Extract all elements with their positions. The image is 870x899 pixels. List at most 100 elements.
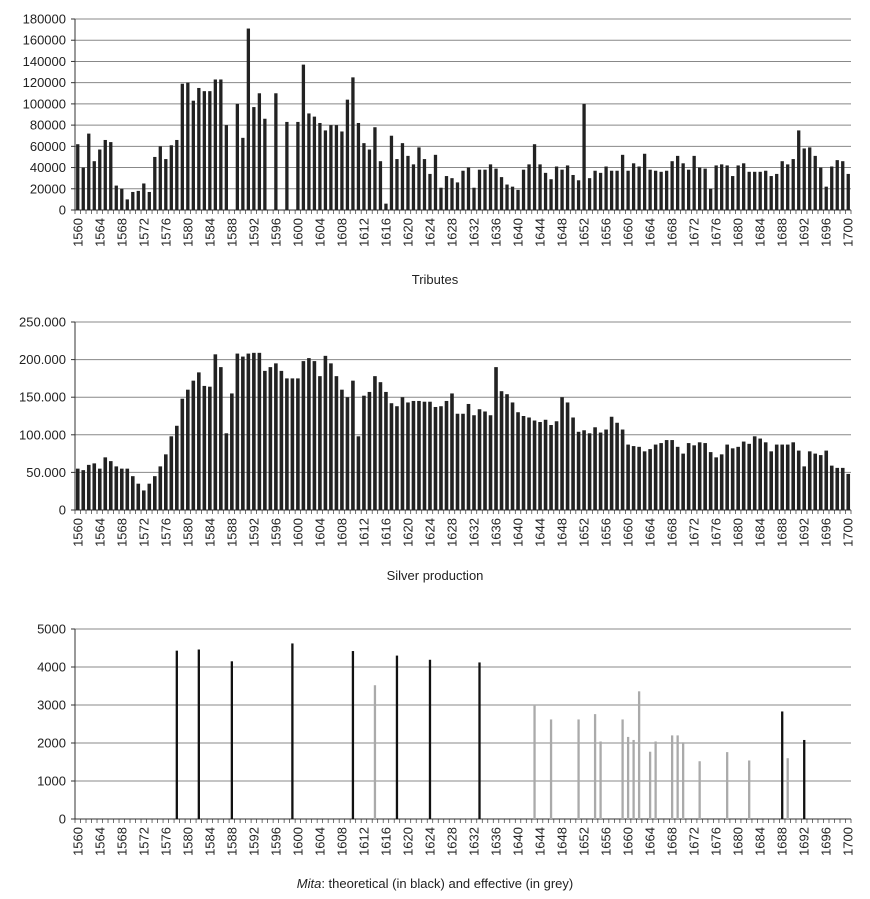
bar: [98, 149, 102, 210]
y-tick-label: 120000: [23, 75, 66, 90]
y-tick-label: 4000: [37, 660, 66, 675]
bar: [681, 163, 685, 210]
bar: [180, 83, 184, 210]
x-tick-label: 1608: [334, 218, 349, 247]
bar: [285, 121, 289, 210]
bar: [642, 153, 647, 210]
bar: [615, 170, 619, 210]
bar: [835, 467, 840, 510]
x-tick-label: 1612: [356, 518, 371, 547]
bar: [109, 142, 113, 210]
x-tick-label: 1628: [444, 827, 459, 856]
bar: [406, 155, 410, 210]
bar: [576, 431, 581, 510]
bar: [362, 395, 366, 510]
tributes-title: Tributes: [411, 272, 459, 287]
bar: [307, 113, 311, 210]
effective-bar: [654, 741, 657, 819]
bar: [477, 169, 482, 210]
effective-bar: [676, 735, 679, 819]
bar: [224, 125, 228, 210]
y-tick-label: 200.000: [19, 352, 66, 367]
x-tick-label: 1600: [290, 827, 305, 856]
bar: [598, 172, 603, 210]
x-tick-label: 1664: [643, 218, 658, 247]
bar: [274, 93, 278, 210]
bar: [323, 130, 328, 210]
x-tick-label: 1600: [290, 518, 305, 547]
bar: [736, 165, 740, 210]
bar: [653, 444, 658, 510]
bar: [213, 354, 218, 510]
effective-bar: [748, 760, 751, 819]
bar: [615, 422, 619, 510]
x-tick-label: 1660: [621, 827, 636, 856]
y-tick-label: 100000: [23, 96, 66, 111]
bar: [175, 139, 179, 210]
x-tick-label: 1560: [70, 218, 85, 247]
bar: [433, 154, 438, 210]
bar: [433, 406, 438, 510]
bar: [246, 28, 251, 210]
bar: [147, 191, 151, 210]
y-tick-label: 140000: [23, 54, 66, 69]
bar: [202, 385, 207, 510]
bar: [587, 433, 592, 510]
bar: [257, 93, 262, 210]
y-tick-label: 1000: [37, 774, 66, 789]
bar: [136, 190, 140, 210]
bar: [411, 164, 416, 210]
x-tick-label: 1644: [533, 827, 548, 856]
bar: [92, 161, 96, 210]
x-tick-label: 1596: [268, 827, 283, 856]
bar: [565, 165, 570, 210]
bar: [97, 468, 102, 510]
x-tick-label: 1672: [687, 218, 702, 247]
bar: [197, 87, 201, 210]
x-tick-label: 1664: [643, 827, 658, 856]
bar: [731, 176, 735, 210]
y-tick-label: 40000: [30, 160, 66, 175]
bar: [510, 402, 515, 510]
bar: [340, 389, 344, 510]
bar: [373, 376, 377, 510]
theoretical-bar: [478, 662, 481, 819]
effective-bar: [599, 741, 602, 819]
x-tick-label: 1572: [136, 518, 151, 547]
bar: [725, 444, 729, 510]
bar: [75, 468, 80, 510]
x-tick-label: 1608: [334, 518, 349, 547]
theoretical-bar: [230, 661, 234, 819]
bar: [714, 165, 718, 210]
x-tick-label: 1620: [400, 827, 415, 856]
tributes-chart: 0 20000 40000 60000 80000 100000 120000 140000 1…: [23, 12, 856, 247]
bar: [637, 166, 641, 210]
effective-bar: [621, 719, 624, 819]
bar: [785, 444, 790, 510]
bar: [186, 82, 190, 210]
bar: [659, 171, 663, 210]
bar: [720, 164, 724, 210]
x-tick-label: 1596: [268, 218, 283, 247]
bar: [301, 361, 306, 510]
bar: [114, 185, 118, 210]
bar: [626, 170, 630, 210]
bar: [439, 406, 443, 510]
effective-bar: [626, 736, 630, 819]
bar: [846, 173, 850, 210]
bar: [285, 378, 289, 510]
x-tick-label: 1644: [533, 518, 548, 547]
x-tick-label: 1592: [246, 218, 261, 247]
bar: [318, 376, 322, 510]
x-tick-label: 1696: [819, 827, 834, 856]
bar: [653, 170, 658, 210]
bar: [587, 178, 592, 210]
x-tick-label: 1616: [378, 827, 393, 856]
bar: [758, 438, 762, 510]
x-tick-label: 1616: [378, 218, 393, 247]
bar: [108, 461, 113, 510]
x-tick-label: 1652: [577, 218, 592, 247]
bar: [670, 440, 674, 510]
x-tick-label: 1580: [180, 518, 195, 547]
x-tick-label: 1568: [114, 218, 129, 247]
